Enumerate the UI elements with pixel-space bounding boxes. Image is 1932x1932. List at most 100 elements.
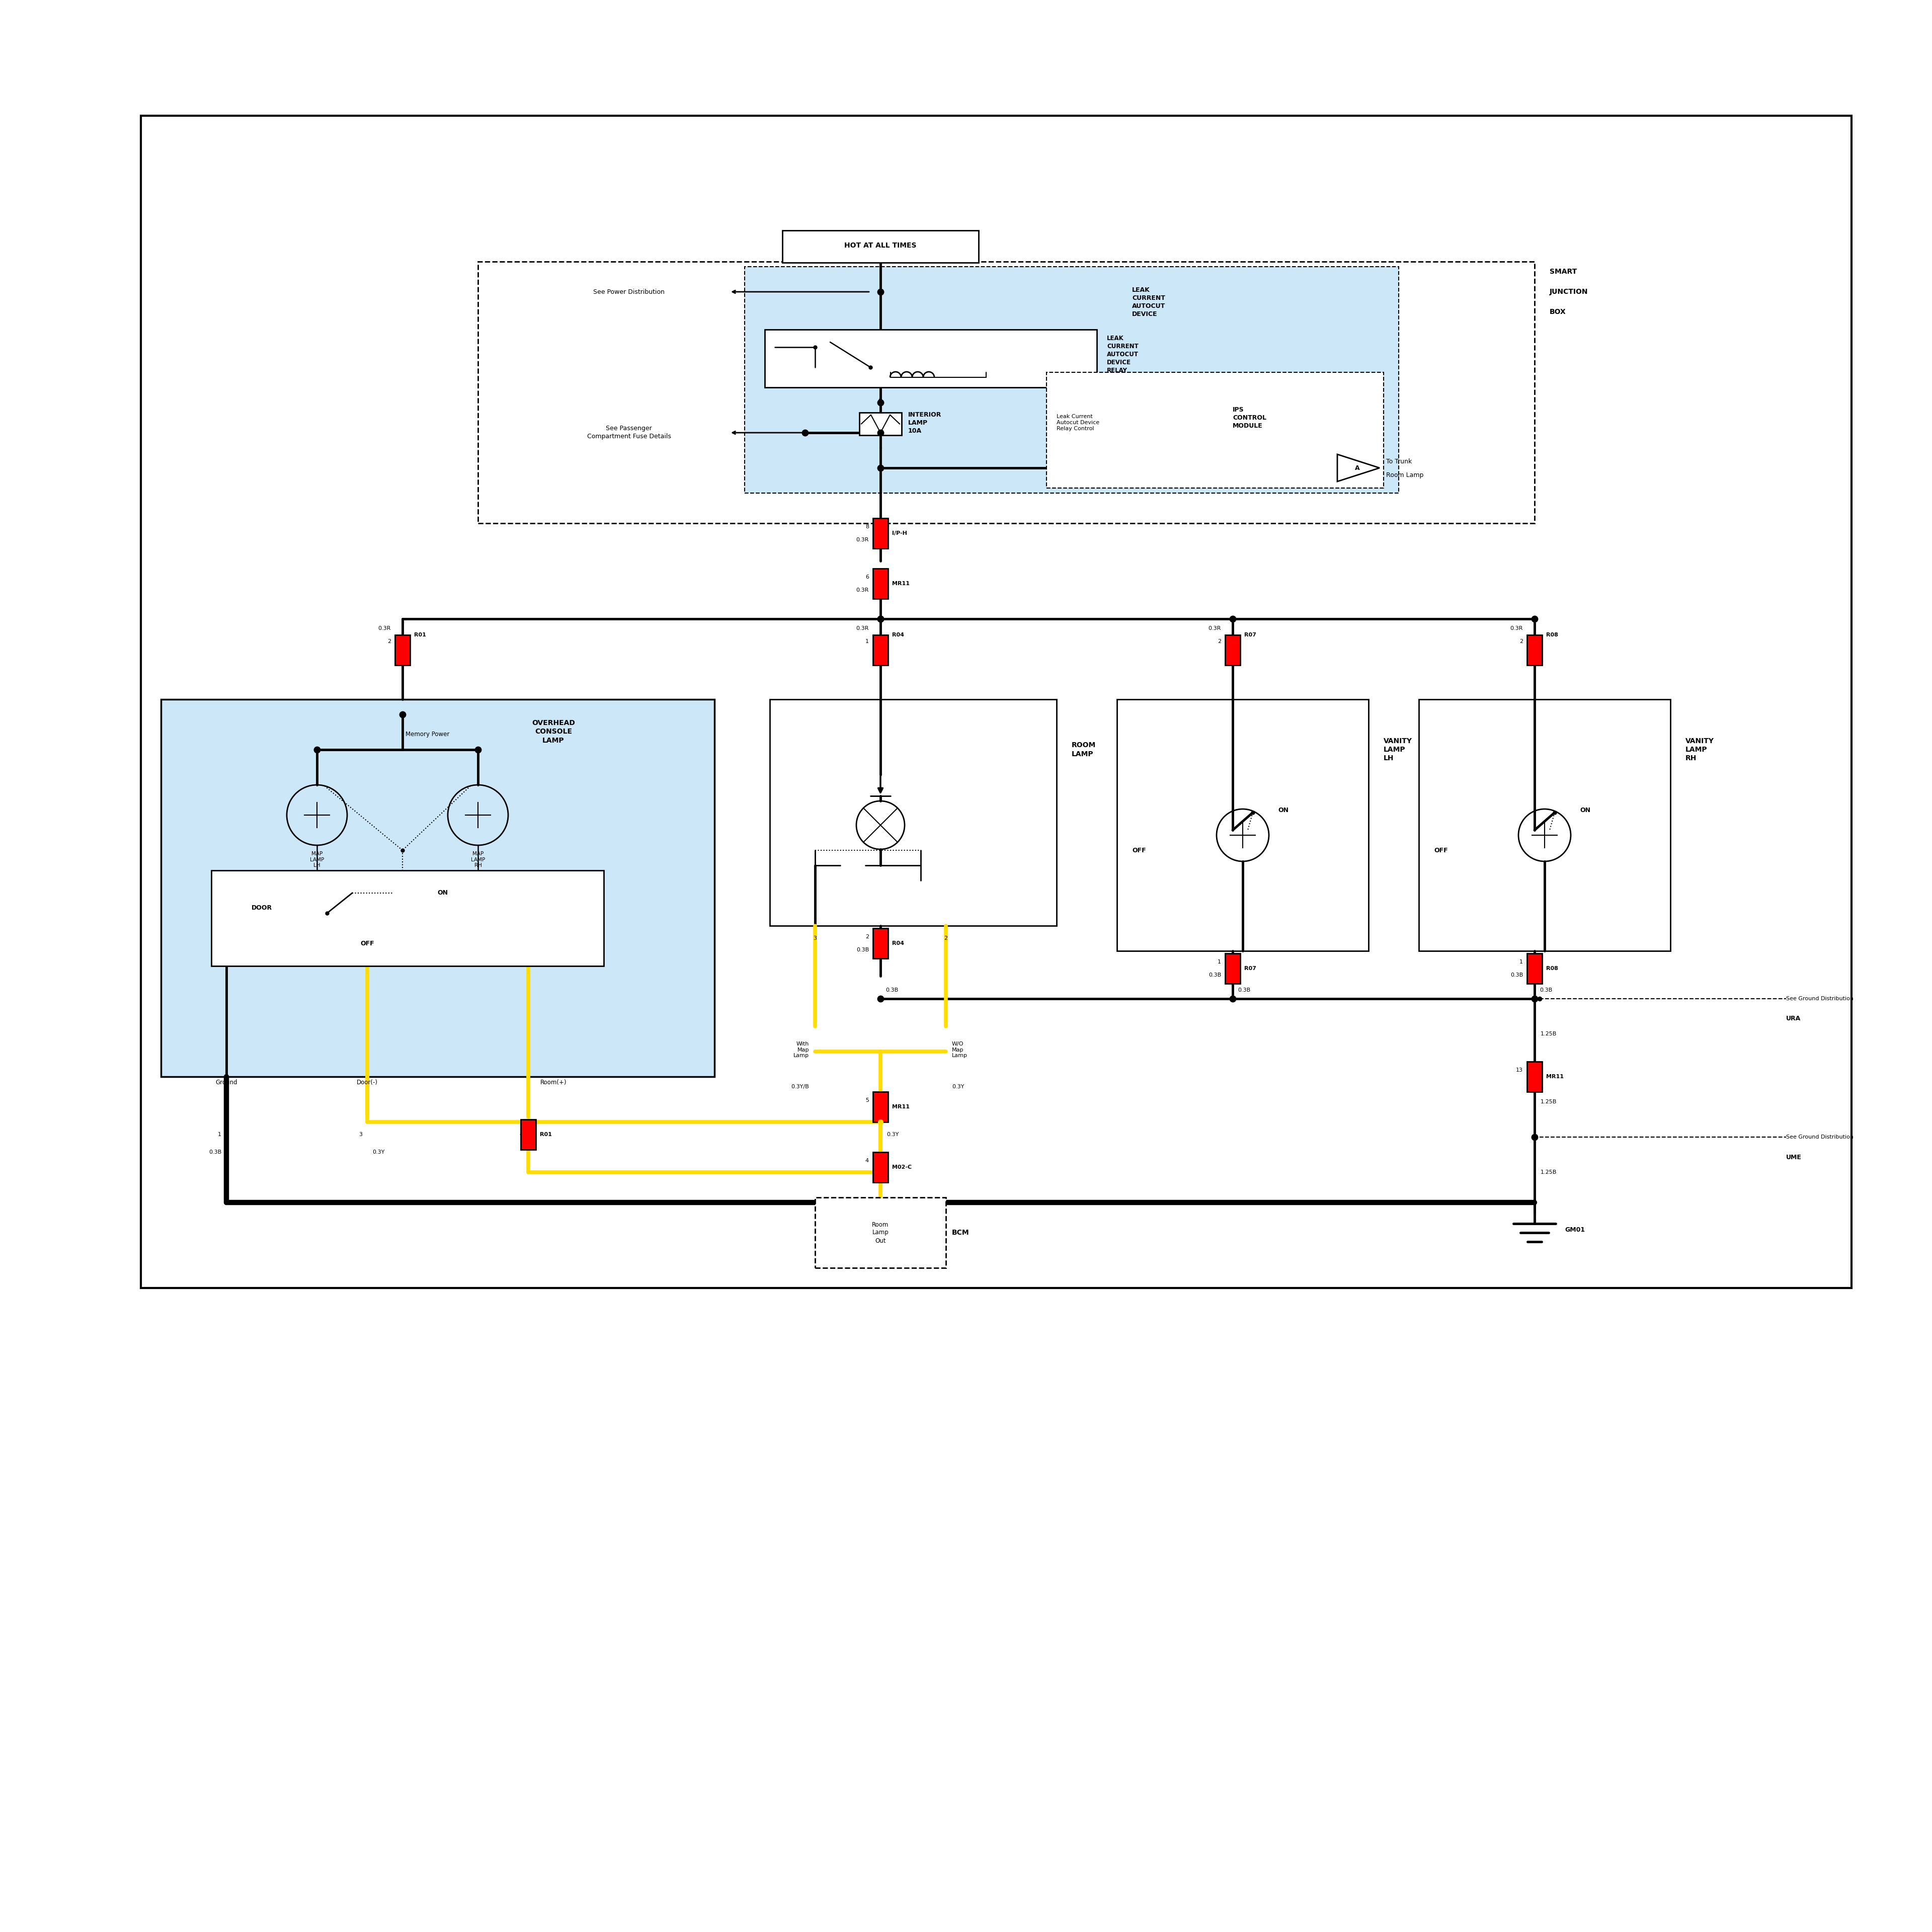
Bar: [211, 871, 603, 966]
Text: 0.3R: 0.3R: [379, 626, 390, 632]
Text: BCM: BCM: [952, 1229, 970, 1236]
Text: HOT AT ALL TIMES: HOT AT ALL TIMES: [844, 242, 916, 249]
Text: Door(-): Door(-): [357, 1080, 379, 1086]
Bar: [1526, 952, 1542, 983]
Bar: [873, 1151, 889, 1182]
Text: ROOM
LAMP: ROOM LAMP: [1072, 742, 1095, 757]
Text: W/O
Map
Lamp: W/O Map Lamp: [952, 1041, 968, 1059]
Text: SMART: SMART: [1549, 269, 1577, 274]
Text: See Ground Distribution: See Ground Distribution: [1785, 997, 1853, 1001]
Bar: [873, 518, 889, 549]
Bar: [477, 261, 1534, 524]
Text: See Passenger
Compartment Fuse Details: See Passenger Compartment Fuse Details: [587, 425, 670, 440]
Bar: [769, 699, 1057, 925]
Text: INTERIOR
LAMP
10A: INTERIOR LAMP 10A: [908, 412, 941, 435]
Bar: [522, 1119, 535, 1150]
Text: R08: R08: [1546, 966, 1557, 972]
Text: R01: R01: [413, 632, 427, 638]
Bar: [765, 330, 1097, 388]
Text: 6: 6: [866, 574, 869, 580]
Text: MR11: MR11: [1546, 1074, 1563, 1080]
Text: 0.3R: 0.3R: [1208, 626, 1221, 632]
FancyBboxPatch shape: [782, 230, 980, 263]
Text: MAP
LAMP
LH: MAP LAMP LH: [309, 852, 325, 867]
Text: 0.3Y/B: 0.3Y/B: [790, 1084, 810, 1090]
Text: 0.3B: 0.3B: [209, 1150, 222, 1155]
Bar: [815, 1198, 947, 1267]
Text: 0.3B: 0.3B: [1540, 987, 1551, 993]
Text: 2: 2: [386, 639, 390, 643]
Text: R08: R08: [1546, 632, 1557, 638]
Text: 1: 1: [1217, 960, 1221, 964]
Text: M02-C: M02-C: [893, 1165, 912, 1169]
Text: Leak Current
Autocut Device
Relay Control: Leak Current Autocut Device Relay Contro…: [1057, 413, 1099, 431]
Text: MR11: MR11: [893, 582, 910, 585]
Bar: [1418, 699, 1671, 951]
Text: 0.3B: 0.3B: [1208, 972, 1221, 978]
Text: 13: 13: [1517, 1068, 1522, 1072]
Text: 3: 3: [359, 1132, 363, 1138]
Text: With
Map
Lamp: With Map Lamp: [794, 1041, 810, 1059]
Text: 0.3R: 0.3R: [856, 626, 869, 632]
Text: ON: ON: [437, 891, 448, 896]
Text: LEAK
CURRENT
AUTOCUT
DEVICE
RELAY: LEAK CURRENT AUTOCUT DEVICE RELAY: [1107, 336, 1138, 375]
Text: 0.3Y: 0.3Y: [952, 1084, 964, 1090]
Text: OFF: OFF: [361, 941, 375, 947]
Text: Room Lamp: Room Lamp: [1385, 471, 1424, 479]
Text: 0.3R: 0.3R: [856, 537, 869, 543]
Text: To Trunk: To Trunk: [1385, 458, 1412, 466]
Bar: [141, 116, 1851, 1289]
Text: 1.25B: 1.25B: [1540, 1032, 1557, 1036]
Text: 0.3B: 0.3B: [856, 947, 869, 952]
Text: URA: URA: [1785, 1016, 1801, 1022]
Bar: [1225, 952, 1240, 983]
Bar: [873, 927, 889, 958]
Bar: [1117, 699, 1368, 951]
Bar: [394, 636, 410, 665]
Text: 3: 3: [813, 935, 817, 941]
Polygon shape: [1337, 454, 1379, 481]
Bar: [873, 636, 889, 665]
Text: MR11: MR11: [893, 1105, 910, 1109]
Text: 2: 2: [945, 935, 949, 941]
Text: 0.3B: 0.3B: [1511, 972, 1522, 978]
Text: Room
Lamp
Out: Room Lamp Out: [871, 1221, 889, 1244]
Text: 1: 1: [1519, 960, 1522, 964]
Text: A: A: [1354, 464, 1360, 471]
Text: MAP
LAMP
RH: MAP LAMP RH: [471, 852, 485, 867]
Text: R04: R04: [893, 941, 904, 947]
Text: 0.3B: 0.3B: [885, 987, 898, 993]
Text: 0.3R: 0.3R: [856, 587, 869, 593]
Text: R01: R01: [539, 1132, 553, 1138]
Text: VANITY
LAMP
RH: VANITY LAMP RH: [1685, 738, 1714, 761]
Text: 4: 4: [866, 1157, 869, 1163]
Text: 8: 8: [866, 524, 869, 529]
Bar: [1526, 636, 1542, 665]
Text: 0.3R: 0.3R: [1511, 626, 1522, 632]
Text: LEAK
CURRENT
AUTOCUT
DEVICE: LEAK CURRENT AUTOCUT DEVICE: [1132, 286, 1165, 317]
Text: ON: ON: [1277, 808, 1289, 813]
Text: 2: 2: [1217, 639, 1221, 643]
Text: 2: 2: [1519, 639, 1522, 643]
Text: 0.3Y: 0.3Y: [887, 1132, 898, 1138]
Text: 5: 5: [866, 1097, 869, 1103]
Bar: [1047, 373, 1383, 489]
Text: OFF: OFF: [1132, 846, 1146, 854]
Text: I/P-H: I/P-H: [893, 531, 906, 535]
Text: VANITY
LAMP
LH: VANITY LAMP LH: [1383, 738, 1412, 761]
Text: OVERHEAD
CONSOLE
LAMP: OVERHEAD CONSOLE LAMP: [531, 719, 576, 744]
Bar: [860, 413, 902, 435]
Text: R07: R07: [1244, 966, 1256, 972]
Text: UME: UME: [1785, 1153, 1803, 1161]
Text: OFF: OFF: [1434, 846, 1447, 854]
Text: 0.3Y: 0.3Y: [373, 1150, 384, 1155]
Text: See Power Distribution: See Power Distribution: [593, 288, 665, 296]
Text: 2: 2: [866, 935, 869, 939]
Text: BOX: BOX: [1549, 309, 1567, 315]
Text: 1: 1: [866, 639, 869, 643]
Bar: [1526, 1061, 1542, 1092]
Text: 1.25B: 1.25B: [1540, 1099, 1557, 1105]
Text: GM01: GM01: [1565, 1227, 1584, 1233]
Text: 0.3B: 0.3B: [1238, 987, 1250, 993]
Text: JUNCTION: JUNCTION: [1549, 288, 1588, 296]
